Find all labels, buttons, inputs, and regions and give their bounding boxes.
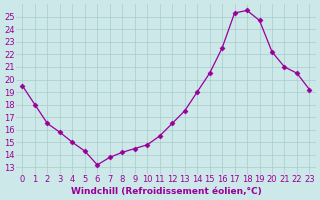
X-axis label: Windchill (Refroidissement éolien,°C): Windchill (Refroidissement éolien,°C) <box>70 187 261 196</box>
